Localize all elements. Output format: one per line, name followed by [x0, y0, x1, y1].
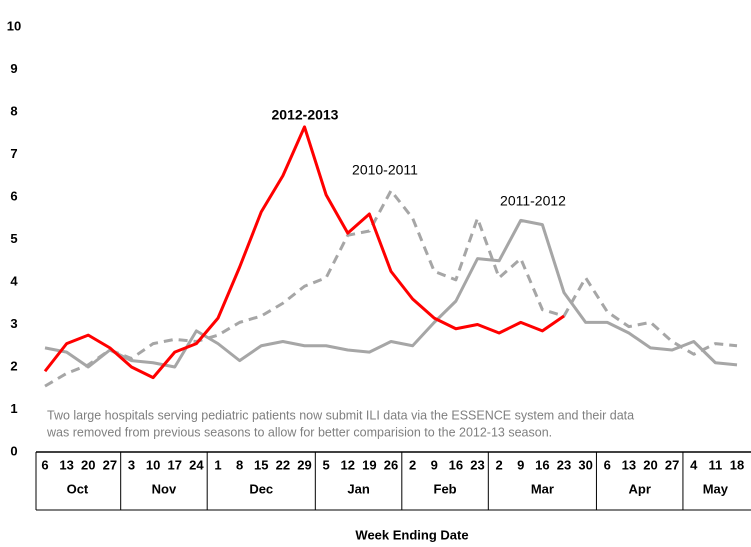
x-tick-label: 12 [341, 457, 355, 472]
x-tick-label: 23 [557, 457, 571, 472]
x-tick-label: 16 [449, 457, 463, 472]
month-label: Mar [531, 481, 554, 496]
x-tick-label: 13 [622, 457, 636, 472]
month-label: Oct [67, 481, 89, 496]
x-tick-label: 19 [362, 457, 376, 472]
series-label: 2011-2012 [500, 193, 566, 209]
x-tick-label: 11 [709, 457, 723, 472]
x-tick-label: 22 [276, 457, 290, 472]
x-tick-label: 26 [384, 457, 398, 472]
x-tick-label: 4 [690, 457, 698, 472]
month-label: Dec [249, 481, 273, 496]
x-tick-label: 6 [41, 457, 48, 472]
y-tick-label: 6 [10, 188, 17, 203]
x-tick-label: 27 [103, 457, 117, 472]
x-tick-label: 3 [128, 457, 135, 472]
y-tick-label: 9 [10, 61, 17, 76]
y-tick-label: 4 [10, 273, 18, 288]
x-tick-label: 5 [323, 457, 330, 472]
month-label: Apr [628, 481, 650, 496]
x-tick-label: 23 [470, 457, 484, 472]
x-tick-label: 1 [214, 457, 221, 472]
x-tick-label: 6 [604, 457, 611, 472]
x-tick-label: 13 [59, 457, 73, 472]
series-line [44, 218, 738, 369]
y-tick-label: 7 [10, 146, 17, 161]
x-tick-label: 20 [643, 457, 657, 472]
month-label: Nov [152, 481, 177, 496]
annotation: Two large hospitals serving pediatric pa… [47, 408, 634, 422]
annotation: was removed from previous seasons to all… [46, 425, 552, 439]
x-tick-label: 9 [431, 457, 438, 472]
x-tick-label: 29 [297, 457, 311, 472]
series-line [43, 125, 565, 380]
x-tick-label: 9 [517, 457, 524, 472]
series-line [44, 189, 738, 388]
x-tick-label: 18 [730, 457, 744, 472]
y-tick-label: 8 [10, 103, 17, 118]
series-label: 2012-2013 [272, 107, 339, 123]
x-tick-label: 16 [535, 457, 549, 472]
x-tick-label: 10 [146, 457, 160, 472]
y-tick-label: 2 [10, 358, 17, 373]
y-tick-label: 0 [10, 443, 17, 458]
y-tick-label: 1 [10, 401, 17, 416]
series-label: 2010-2011 [352, 162, 418, 178]
x-tick-label: 15 [254, 457, 268, 472]
x-tick-label: 2 [409, 457, 416, 472]
y-tick-label: 3 [10, 316, 17, 331]
y-tick-label: 5 [10, 231, 17, 246]
x-tick-label: 30 [578, 457, 592, 472]
x-tick-label: 8 [236, 457, 243, 472]
y-tick-label: 10 [7, 18, 21, 33]
x-axis-label: Week Ending Date [355, 527, 468, 542]
x-tick-label: 17 [168, 457, 182, 472]
month-label: Jan [347, 481, 369, 496]
x-tick-label: 27 [665, 457, 679, 472]
month-label: Feb [434, 481, 457, 496]
x-tick-label: 2 [496, 457, 503, 472]
x-tick-label: 24 [189, 457, 204, 472]
x-tick-label: 20 [81, 457, 95, 472]
month-label: May [703, 481, 729, 496]
